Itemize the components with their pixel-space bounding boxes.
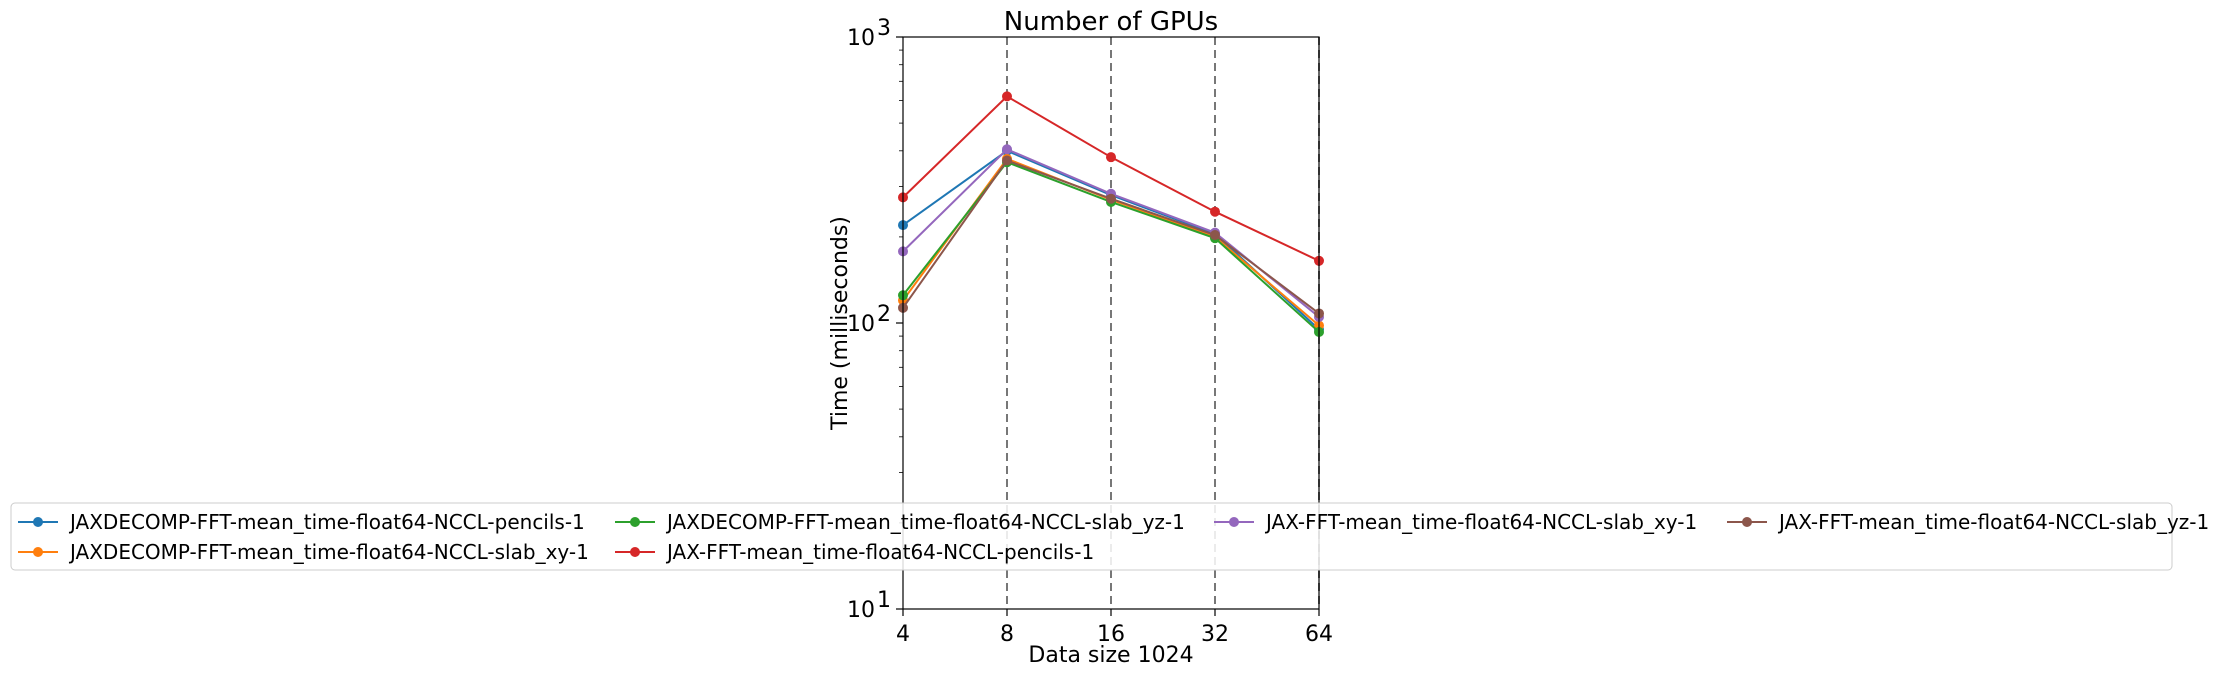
x-tick-label: 8 — [1000, 622, 1014, 647]
y-tick-exponent: 2 — [877, 302, 891, 327]
legend-label: JAX-FFT-mean_time-float64-NCCL-pencils-1 — [665, 540, 1094, 564]
y-tick-exponent: 1 — [877, 588, 891, 613]
y-tick-label: 10 — [847, 26, 875, 51]
data-point — [1210, 206, 1220, 217]
data-point — [1106, 152, 1116, 163]
legend-item: JAX-FFT-mean_time-float64-NCCL-slab_yz-1 — [1727, 510, 2209, 534]
chart-title: Number of GPUs — [1004, 7, 1218, 37]
data-point — [1210, 230, 1220, 241]
y-tick-label: 10 — [847, 598, 875, 623]
data-point — [1002, 91, 1012, 102]
data-point — [1106, 193, 1116, 204]
legend-marker — [630, 517, 640, 527]
legend-marker — [630, 547, 640, 557]
x-tick-label: 16 — [1097, 622, 1125, 647]
x-tick-label: 4 — [896, 622, 910, 647]
legend-label: JAX-FFT-mean_time-float64-NCCL-slab_xy-1 — [1264, 510, 1697, 534]
x-axis: 4 8 16 32 64 — [896, 609, 1333, 647]
legend-label: JAXDECOMP-FFT-mean_time-float64-NCCL-sla… — [665, 510, 1185, 534]
y-tick-label: 10 — [847, 312, 875, 337]
x-axis-label: Data size 1024 — [1028, 643, 1193, 668]
legend-item: JAXDECOMP-FFT-mean_time-float64-NCCL-sla… — [18, 540, 589, 564]
legend-label: JAX-FFT-mean_time-float64-NCCL-slab_yz-1 — [1777, 510, 2209, 534]
x-tick-label: 32 — [1201, 622, 1229, 647]
legend-box — [10, 502, 2173, 571]
legend-marker — [33, 547, 43, 557]
legend-item: JAXDECOMP-FFT-mean_time-float64-NCCL-pen… — [18, 510, 585, 534]
y-tick-exponent: 3 — [877, 16, 891, 41]
legend-item: JAX-FFT-mean_time-float64-NCCL-slab_xy-1 — [1214, 510, 1697, 534]
series-3 — [898, 91, 1324, 266]
data-point — [1002, 155, 1012, 166]
legend-label: JAXDECOMP-FFT-mean_time-float64-NCCL-sla… — [68, 540, 589, 564]
legend-item: JAX-FFT-mean_time-float64-NCCL-pencils-1 — [615, 540, 1094, 564]
legend-marker — [1229, 517, 1239, 527]
legend: JAXDECOMP-FFT-mean_time-float64-NCCL-pen… — [10, 502, 2209, 571]
legend-marker — [1742, 517, 1752, 527]
legend-label: JAXDECOMP-FFT-mean_time-float64-NCCL-pen… — [68, 510, 585, 534]
x-tick-label: 64 — [1305, 622, 1333, 647]
data-point — [1002, 144, 1012, 155]
legend-item: JAXDECOMP-FFT-mean_time-float64-NCCL-sla… — [615, 510, 1185, 534]
legend-marker — [33, 517, 43, 527]
y-axis-label: Time (milliseconds) — [828, 216, 853, 431]
